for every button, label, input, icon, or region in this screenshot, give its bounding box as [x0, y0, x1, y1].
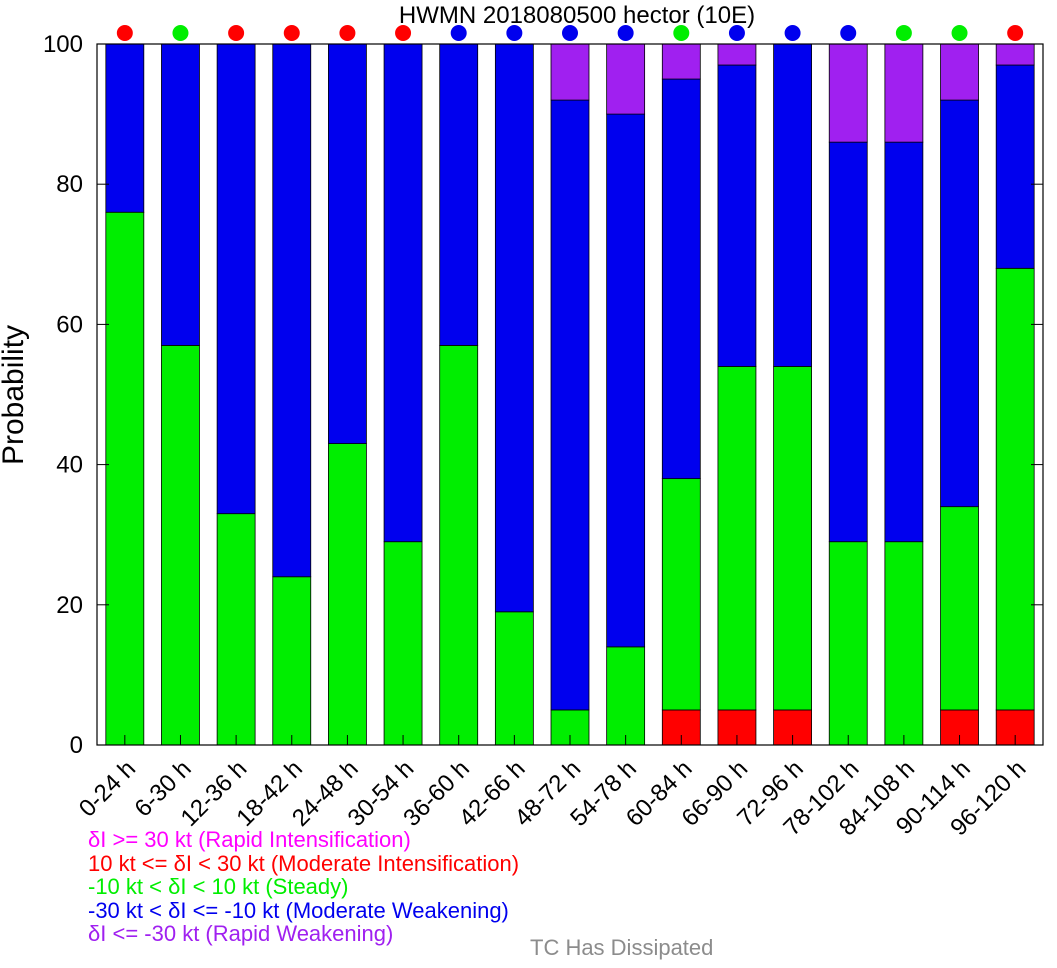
y-tick-label-4: 80: [56, 171, 83, 198]
bar-st-14: [884, 541, 924, 746]
bar-rw-16: [995, 43, 1035, 66]
chart-title: HWMN 2018080500 hector (10E): [399, 2, 755, 29]
bar-mw-3: [272, 43, 312, 578]
bars-layer: [105, 43, 1035, 746]
indicator-dot-3: [283, 25, 300, 41]
bar-mw-14: [884, 141, 924, 543]
bar-rw-10: [661, 43, 701, 80]
bar-st-13: [828, 541, 868, 746]
bar-mw-2: [216, 43, 256, 515]
bar-rw-13: [828, 43, 868, 143]
indicator-dot-5: [395, 25, 412, 41]
indicator-dot-11: [728, 25, 745, 41]
legend-entry-moderate-intensification: 10 kt <= δI < 30 kt (Moderate Intensific…: [88, 850, 520, 876]
indicator-dot-8: [562, 25, 578, 41]
legend-entry-rapid-intensification: δI >= 30 kt (Rapid Intensification): [88, 827, 411, 852]
bar-st-10: [661, 478, 701, 711]
bar-st-12: [773, 366, 812, 711]
bar-mw-9: [606, 113, 646, 648]
bar-mw-12: [773, 43, 812, 367]
bar-mw-5: [383, 43, 423, 543]
bar-st-1: [161, 345, 200, 746]
bar-st-5: [383, 541, 423, 746]
indicator-dot-13: [840, 25, 857, 41]
bar-mw-0: [105, 43, 145, 213]
bar-mw-1: [161, 43, 200, 346]
bar-mw-6: [439, 43, 479, 346]
bar-st-7: [494, 611, 534, 746]
indicator-dot-0: [116, 25, 133, 41]
bar-st-0: [105, 211, 145, 746]
x-tick-label-0: 0-24 h: [74, 755, 141, 822]
bar-st-4: [328, 443, 367, 746]
bar-st-9: [606, 646, 646, 746]
bar-rw-8: [550, 43, 590, 101]
indicator-dot-6: [450, 25, 467, 41]
bar-st-2: [216, 513, 256, 746]
bar-st-15: [940, 506, 979, 711]
bar-mw-11: [717, 64, 757, 367]
legend-entry-rapid-weakening: δI <= -30 kt (Rapid Weakening): [88, 921, 394, 946]
indicator-dots: [116, 25, 1024, 41]
y-tick-label-5: 100: [43, 31, 83, 58]
bar-rw-9: [606, 43, 646, 115]
bar-rw-15: [940, 43, 979, 101]
indicator-dot-12: [784, 25, 801, 41]
indicator-dot-4: [339, 25, 356, 41]
bar-mw-8: [550, 99, 590, 711]
y-tick-label-2: 40: [56, 452, 83, 479]
plot-frame: [96, 43, 1044, 746]
indicator-dot-10: [673, 25, 690, 41]
bar-mw-16: [995, 64, 1035, 269]
y-axis-label: Probability: [0, 325, 30, 465]
bar-rw-14: [884, 43, 924, 143]
y-tick-labels: 0 20 40 60 80 100: [43, 31, 83, 759]
y-tick-label-1: 20: [56, 592, 83, 619]
bar-st-11: [717, 366, 757, 711]
bar-rw-11: [717, 43, 757, 66]
indicator-dot-2: [228, 25, 245, 41]
bar-st-3: [272, 576, 312, 746]
y-tick-label-3: 60: [56, 311, 83, 338]
bar-mw-15: [940, 99, 979, 508]
legend-entry-steady: -10 kt < δI < 10 kt (Steady): [88, 874, 349, 899]
bar-st-16: [995, 267, 1035, 711]
bar-mw-10: [661, 78, 701, 480]
indicator-dot-14: [895, 25, 912, 41]
bar-mw-7: [494, 43, 534, 613]
indicator-dot-9: [617, 25, 634, 41]
bar-mw-13: [828, 141, 868, 543]
indicator-dot-16: [1007, 25, 1024, 41]
indicator-dot-7: [506, 25, 523, 41]
y-tick-label-0: 0: [70, 732, 83, 759]
bar-st-6: [439, 345, 479, 746]
bar-mw-4: [328, 43, 367, 444]
legend: δI >= 30 kt (Rapid Intensification) 10 k…: [88, 828, 1048, 946]
indicator-dot-15: [951, 25, 968, 41]
legend-entry-moderate-weakening: -30 kt < δI <= -10 kt (Moderate Weakenin…: [88, 897, 509, 923]
legend-entry-tc-dissipated: TC Has Dissipated: [530, 935, 714, 960]
axes: [96, 43, 1044, 746]
indicator-dot-1: [172, 25, 189, 41]
